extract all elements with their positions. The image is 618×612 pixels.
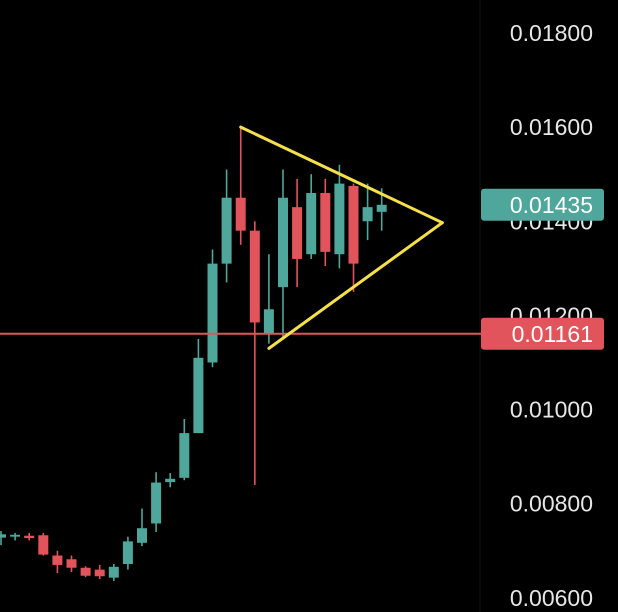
candle <box>24 532 35 541</box>
candle <box>179 418 190 481</box>
candle <box>278 169 288 339</box>
candle-body <box>151 482 162 524</box>
current-price-badge: 0.01435 <box>481 188 604 221</box>
candle-body <box>24 535 35 539</box>
candle <box>10 532 21 541</box>
candles-layer <box>0 127 387 581</box>
candle <box>38 532 49 556</box>
candle-body <box>66 559 77 568</box>
candle-body <box>137 528 147 543</box>
candle-body <box>221 197 232 264</box>
price-tick-label: 0.01600 <box>510 114 593 140</box>
candle-body <box>38 535 49 555</box>
candle-body <box>263 309 274 335</box>
candle-body <box>306 193 317 255</box>
candle-body <box>108 566 119 578</box>
candle <box>94 564 105 580</box>
candle <box>108 563 119 581</box>
candle-body <box>292 207 303 259</box>
candle <box>306 174 317 259</box>
triangle-lower-line[interactable] <box>267 221 444 350</box>
candle <box>221 169 232 283</box>
price-tick-label: 0.00800 <box>510 491 593 517</box>
candle-body <box>179 433 190 478</box>
candle <box>0 531 6 546</box>
candle-body <box>320 193 331 252</box>
candle <box>193 338 204 434</box>
badge-box <box>481 317 604 350</box>
badge-label: 0.01161 <box>512 321 593 347</box>
candle <box>263 254 274 344</box>
candle-body <box>122 541 133 564</box>
badge-box <box>481 188 604 221</box>
candle-body <box>249 230 260 323</box>
candle-body <box>0 534 6 538</box>
candle <box>52 550 63 573</box>
candle-body <box>376 204 387 212</box>
candle <box>249 221 260 485</box>
candle-body <box>235 197 246 231</box>
price-tick-label: 0.01800 <box>510 20 593 46</box>
candle-body <box>165 478 176 483</box>
candle <box>362 183 373 241</box>
candle-body <box>94 569 105 577</box>
price-badges: 0.01435 0.01161 <box>481 188 604 350</box>
candle <box>320 178 331 266</box>
candle <box>348 183 359 292</box>
badge-label: 0.01435 <box>510 192 593 218</box>
candle-body <box>52 555 63 565</box>
candle <box>122 536 133 570</box>
candle <box>165 473 176 488</box>
candle <box>137 508 147 547</box>
candle <box>292 178 303 288</box>
candle <box>151 472 162 532</box>
candle-body <box>193 357 204 434</box>
candle <box>235 127 246 245</box>
candle-body <box>278 197 288 288</box>
candle-body <box>10 534 21 537</box>
candle <box>80 566 91 578</box>
candle <box>66 555 77 572</box>
triangle-upper-line[interactable] <box>239 125 444 225</box>
support-price-badge: 0.01161 <box>481 317 604 350</box>
candle-body <box>334 183 345 255</box>
price-tick-label: 0.01000 <box>510 397 593 423</box>
triangle-pattern <box>239 125 444 350</box>
candle <box>334 164 345 269</box>
price-tick-label: 0.00600 <box>510 585 593 611</box>
candle-body <box>80 567 91 576</box>
candle <box>207 249 218 368</box>
candle-body <box>362 207 373 222</box>
candle-body <box>348 185 359 264</box>
candle-body <box>207 263 218 363</box>
